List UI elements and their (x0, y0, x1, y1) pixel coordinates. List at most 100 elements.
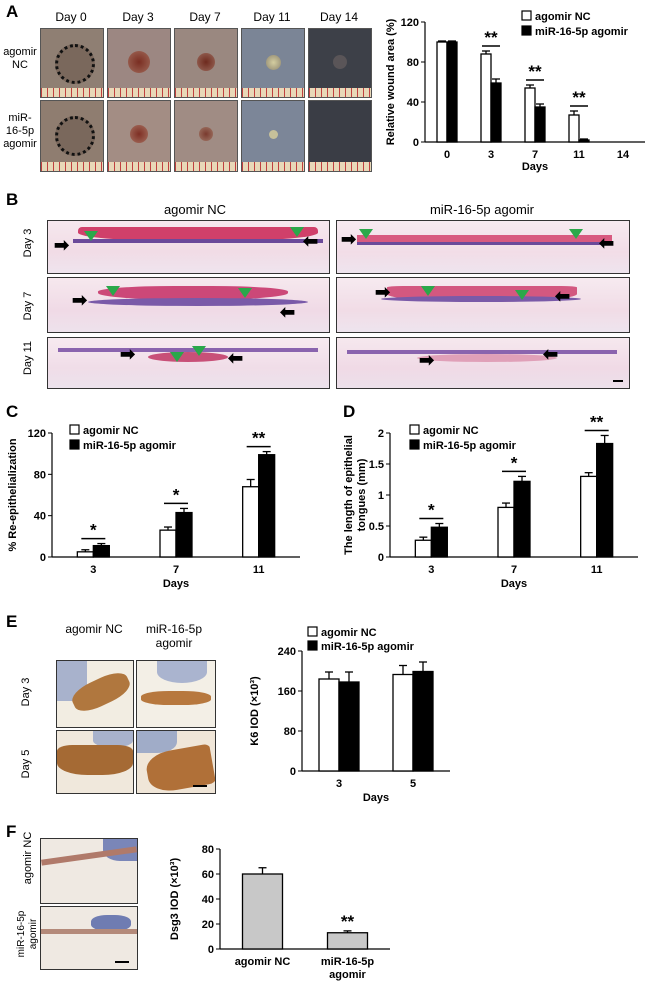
significance-mark: * (173, 485, 180, 504)
x-tick-label: 3 (428, 564, 434, 576)
bar (596, 442, 614, 558)
bar (258, 454, 276, 558)
x-axis-label: Days (522, 161, 548, 173)
bar (436, 41, 448, 143)
day-header: Day 7 (189, 10, 221, 24)
y-tick-label: 80 (284, 726, 296, 738)
legend-swatch (307, 640, 318, 651)
panel-label-d: D (343, 402, 356, 421)
y-tick-label: 0 (208, 944, 214, 956)
y-tick-label: 0 (40, 552, 46, 564)
significance-mark: ** (252, 429, 266, 448)
ihc-image (40, 906, 138, 970)
bar (92, 544, 110, 558)
bar (242, 486, 260, 558)
y-tick-label: 1.5 (369, 459, 384, 471)
bar (241, 873, 284, 950)
y-axis-label: Dsg3 IOD (×10³) (169, 858, 181, 941)
row-label: agomir NC (3, 46, 37, 71)
x-tick-label: 5 (410, 778, 416, 790)
wound-photo (241, 28, 305, 98)
y-tick-label: 120 (401, 17, 419, 29)
ihc-image (56, 730, 134, 794)
significance-mark: * (90, 521, 97, 540)
ihc-image (136, 730, 216, 794)
y-axis-label: K6 IOD (×10³) (249, 676, 261, 746)
x-tick-label: miR-16-5p agomir (321, 956, 374, 981)
y-tick-label: 80 (407, 57, 419, 69)
histology-image: ➡ ⬅ (47, 220, 330, 274)
x-axis-label: Days (501, 578, 527, 590)
significance-mark: * (511, 453, 518, 472)
day-header: Day 3 (122, 10, 154, 24)
wound-photo (308, 100, 372, 172)
y-tick-label: 0 (413, 137, 419, 149)
significance-mark: ** (341, 912, 355, 931)
x-tick-label: 7 (173, 564, 179, 576)
legend-label: agomir NC (321, 627, 377, 639)
wound-photo (40, 100, 104, 172)
bar (414, 539, 432, 558)
chart-e: 0 80 160 240 K6 IOD (×10³) Days 3 5 agomir NC miR… (249, 626, 450, 804)
bar (392, 673, 414, 772)
col-header: agomir NC (65, 622, 123, 636)
bar (568, 114, 580, 143)
histology-image: ➡ ⬅ (47, 277, 330, 333)
y-axis-label: % Re-epithelialization (7, 438, 19, 551)
wound-photo (174, 28, 238, 98)
row-label: miR-16-5p agomir (3, 112, 37, 150)
col-header: miR-16-5p agomir (429, 202, 535, 217)
bar (513, 480, 531, 558)
x-tick-label: 11 (253, 564, 265, 576)
y-tick-label: 0.5 (369, 521, 384, 533)
y-tick-label: 80 (34, 469, 46, 481)
chart-c: 0 40 80 120 % Re-epithelialization Days 3 * 7 * 11… (7, 424, 300, 590)
y-tick-label: 40 (407, 97, 419, 109)
row-label: Day 7 (22, 291, 34, 321)
bar (430, 526, 448, 558)
y-tick-label: 80 (202, 844, 214, 856)
day-header: Day 14 (319, 10, 359, 24)
panel-label-b: B (6, 190, 19, 209)
y-tick-label: 0 (290, 766, 296, 778)
legend-swatch (69, 424, 80, 435)
histology-image: ➡ ⬅ (336, 337, 630, 389)
legend-label: agomir NC (83, 425, 139, 437)
legend-label: miR-16-5p agomir (321, 641, 415, 653)
y-tick-label: 2 (378, 428, 384, 440)
bar (412, 670, 434, 772)
y-tick-label: 40 (34, 511, 46, 523)
row-label: miR-16-5p agomir (16, 910, 39, 958)
x-axis-label: Days (363, 792, 389, 804)
x-tick-label: 11 (573, 149, 585, 161)
row-label: Day 11 (22, 340, 34, 376)
legend-swatch (307, 626, 318, 637)
bar (338, 681, 360, 772)
bar (318, 678, 340, 772)
wound-photo (241, 100, 305, 172)
row-label: agomir NC (22, 831, 34, 885)
x-tick-label: 3 (336, 778, 342, 790)
chart-a: 0 40 80 120 Relative wound area (%) Days 0 3 ** 7… (385, 10, 645, 173)
x-tick-label: 14 (617, 149, 630, 161)
bar (578, 139, 590, 143)
y-tick-label: 40 (202, 894, 214, 906)
day-header: Day 0 (55, 10, 87, 24)
significance-mark: ** (572, 88, 586, 107)
y-axis-label: The length of epithelialtongues (mm) (343, 435, 368, 555)
legend-label: miR-16-5p agomir (83, 440, 177, 452)
day-header: Day 11 (253, 10, 291, 24)
wound-photo (174, 100, 238, 172)
y-tick-label: 1 (378, 490, 384, 502)
wound-photo (308, 28, 372, 98)
bar (76, 551, 94, 558)
panel-label-e: E (6, 612, 18, 631)
bar (326, 932, 369, 950)
wound-photo (40, 28, 104, 98)
bar (497, 506, 515, 558)
bar (159, 529, 177, 558)
panel-label-c: C (6, 402, 19, 421)
legend-swatch (409, 439, 420, 450)
x-tick-label: 7 (532, 149, 538, 161)
histology-image: ➡ ⬅ (336, 277, 630, 333)
